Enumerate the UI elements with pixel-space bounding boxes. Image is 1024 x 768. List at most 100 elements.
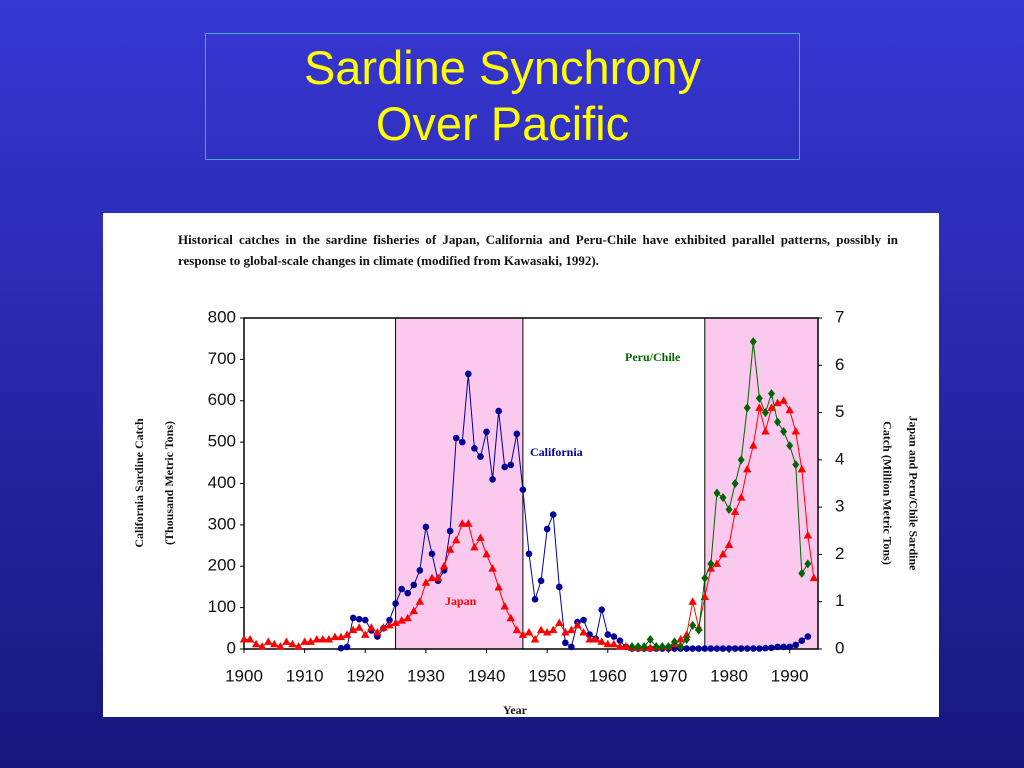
marker <box>318 635 328 643</box>
marker <box>294 642 303 650</box>
y2-tick-label: 1 <box>835 591 844 610</box>
x-tick-label: 1950 <box>528 666 566 685</box>
marker <box>392 600 399 607</box>
marker <box>386 616 393 624</box>
y-tick-label: 700 <box>208 349 236 368</box>
marker <box>785 405 794 414</box>
marker <box>688 597 697 605</box>
marker <box>495 407 502 415</box>
marker <box>779 396 788 404</box>
marker <box>355 615 363 623</box>
marker <box>797 464 807 473</box>
marker <box>743 464 752 473</box>
marker <box>519 486 527 494</box>
x-tick-label: 1980 <box>710 666 748 685</box>
marker <box>421 578 431 586</box>
marker <box>743 403 751 413</box>
marker <box>488 564 497 572</box>
marker <box>465 370 472 378</box>
y2-tick-label: 5 <box>835 402 844 421</box>
marker <box>282 637 291 645</box>
marker <box>537 577 545 585</box>
marker <box>774 417 782 427</box>
marker <box>755 403 764 411</box>
marker <box>324 635 334 643</box>
marker <box>403 613 412 622</box>
marker <box>373 627 382 636</box>
marker <box>507 461 515 469</box>
marker <box>658 642 666 652</box>
marker <box>621 642 631 650</box>
marker <box>446 527 454 535</box>
x-tick-label: 1900 <box>225 666 263 685</box>
y-tick-label: 800 <box>208 307 236 326</box>
y-tick-label: 600 <box>208 390 236 409</box>
marker <box>337 644 345 652</box>
y-tick-label: 200 <box>208 556 236 575</box>
y-tick-label: 400 <box>208 473 236 492</box>
marker <box>336 632 346 641</box>
marker <box>774 643 781 651</box>
marker <box>555 618 564 626</box>
marker <box>536 625 546 634</box>
marker <box>646 643 655 652</box>
marker <box>251 639 261 648</box>
slide-title: Sardine Synchrony Over Pacific <box>205 33 800 160</box>
marker <box>701 645 709 652</box>
marker <box>762 644 769 652</box>
marker <box>525 550 533 558</box>
marker <box>683 645 690 652</box>
marker <box>682 630 691 638</box>
caption: Historical catches in the sardine fisher… <box>178 232 898 268</box>
marker <box>737 645 745 652</box>
marker <box>597 637 606 645</box>
marker <box>780 643 787 651</box>
marker <box>768 644 775 652</box>
marker <box>731 645 739 652</box>
marker <box>749 441 758 449</box>
x-tick-label: 1940 <box>468 666 506 685</box>
marker <box>428 550 436 558</box>
marker <box>804 559 812 569</box>
marker <box>458 519 467 527</box>
marker <box>239 635 249 643</box>
marker <box>518 630 528 638</box>
marker <box>264 637 273 645</box>
marker <box>306 637 315 645</box>
marker <box>712 559 722 567</box>
marker <box>809 573 819 582</box>
marker <box>458 438 466 446</box>
y-tick-label: 0 <box>227 638 236 657</box>
marker <box>786 441 794 451</box>
marker <box>355 623 364 631</box>
marker <box>737 455 745 465</box>
marker <box>646 635 654 645</box>
marker <box>761 408 769 418</box>
marker <box>391 618 400 626</box>
x-tick-label: 1920 <box>346 666 384 685</box>
marker <box>603 639 612 648</box>
marker <box>640 642 648 652</box>
marker <box>695 625 703 635</box>
marker <box>422 523 430 531</box>
marker <box>580 616 587 624</box>
x-tick-label: 1930 <box>407 666 445 685</box>
marker <box>598 606 606 613</box>
marker <box>743 645 751 652</box>
marker <box>470 542 479 551</box>
marker <box>725 505 733 515</box>
y2-tick-label: 7 <box>835 307 844 326</box>
y-axis-label: California Sardine Catch <box>132 418 146 548</box>
y-axis-label: (Thousand Metric Tons) <box>162 421 176 545</box>
y2-axis-label: Japan and Peru/Chile Sardine <box>906 415 920 571</box>
marker <box>689 645 696 652</box>
shaded-period <box>395 317 524 650</box>
y2-axis-label: Catch (Million Metric Tons) <box>880 421 894 565</box>
marker <box>482 549 491 558</box>
marker <box>713 488 721 498</box>
y2-tick-label: 4 <box>835 449 844 468</box>
marker <box>500 601 509 610</box>
marker <box>361 630 370 638</box>
